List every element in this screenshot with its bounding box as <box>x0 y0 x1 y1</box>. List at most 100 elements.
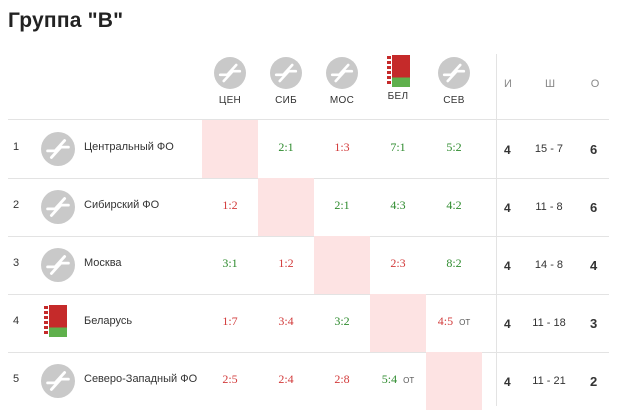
table-row[interactable]: 1:2 2:1 4:3 4:2 2 Сибирский ФО 4 11 - 8 6 <box>8 178 609 236</box>
column-header-4: БЕЛ <box>370 55 426 102</box>
match-result-cell[interactable]: 5:2 <box>426 120 482 178</box>
row-divider <box>8 236 609 237</box>
team-name[interactable]: Беларусь <box>84 315 133 327</box>
column-abbr: СЕВ <box>443 95 465 106</box>
standings-table: И Ш О ЦЕН СИБ МОС БЕЛ СЕВ 2:1 1:3 7:1 5:2 1 Центра… <box>8 46 609 410</box>
match-result-cell[interactable]: 5:4 ОТ <box>370 352 426 410</box>
games-played: 4 <box>504 317 511 331</box>
match-score: 4:2 <box>446 198 462 212</box>
team-rank: 1 <box>13 141 20 153</box>
match-result-cell[interactable]: 2:8 <box>314 352 370 410</box>
games-header: И <box>504 78 512 90</box>
team-logo <box>43 305 67 337</box>
column-abbr: СИБ <box>275 95 297 106</box>
table-row[interactable]: 2:5 2:4 2:8 5:4 ОТ 5 Северо-Западный ФО 4 11 - 2… <box>8 352 609 410</box>
match-result-cell[interactable]: 2:1 <box>258 120 314 178</box>
column-abbr: ЦЕН <box>218 95 242 106</box>
team-name[interactable]: Центральный ФО <box>84 141 174 153</box>
match-score: 4:5 <box>437 314 454 328</box>
self-match-cell <box>258 178 314 236</box>
hockey-sticks-icon <box>41 132 75 166</box>
match-score: 5:2 <box>446 140 462 154</box>
match-result-cell[interactable]: 3:4 <box>258 294 314 352</box>
team-points: 6 <box>590 200 598 215</box>
match-result-cell[interactable]: 3:2 <box>314 294 370 352</box>
match-result-cell[interactable]: 1:3 <box>314 120 370 178</box>
match-score: 2:8 <box>334 372 350 386</box>
match-score: 8:2 <box>446 256 462 270</box>
hockey-sticks-icon <box>41 248 75 282</box>
table-row[interactable]: 1:7 3:4 3:2 4:5 ОТ 4 Беларусь 4 11 - 18 3 <box>8 294 609 352</box>
match-result-cell[interactable]: 1:2 <box>258 236 314 294</box>
goals-for-against: 11 - 8 <box>535 201 563 213</box>
match-result-cell[interactable]: 1:7 <box>202 294 258 352</box>
games-played: 4 <box>504 143 511 157</box>
match-score: 1:2 <box>222 198 238 212</box>
overtime-label: ОТ <box>459 318 471 327</box>
team-logo <box>41 132 75 171</box>
self-match-cell <box>370 294 426 352</box>
column-abbr: БЕЛ <box>387 91 409 102</box>
match-score: 3:4 <box>278 314 294 328</box>
match-score: 2:1 <box>278 140 294 154</box>
goals-for-against: 11 - 18 <box>532 317 566 329</box>
match-result-cell[interactable]: 2:5 <box>202 352 258 410</box>
column-header-1: ЦЕН <box>202 57 258 106</box>
match-result-cell[interactable]: 2:3 <box>370 236 426 294</box>
team-name[interactable]: Северо-Западный ФО <box>84 373 198 385</box>
team-points: 4 <box>590 258 598 273</box>
points-header: О <box>590 78 600 90</box>
goals-for-against: 11 - 21 <box>532 375 566 387</box>
row-divider <box>8 294 609 295</box>
match-score: 2:3 <box>390 256 406 270</box>
self-match-cell <box>314 236 370 294</box>
match-score: 1:7 <box>222 314 238 328</box>
table-row[interactable]: 2:1 1:3 7:1 5:2 1 Центральный ФО 4 15 - 7 6 <box>8 120 609 178</box>
table-row[interactable]: 3:1 1:2 2:3 8:2 3 Москва 4 14 - 8 4 <box>8 236 609 294</box>
team-logo <box>41 364 75 403</box>
team-logo <box>41 248 75 287</box>
match-score: 2:4 <box>278 372 294 386</box>
match-result-cell[interactable]: 4:3 <box>370 178 426 236</box>
match-result-cell[interactable]: 3:1 <box>202 236 258 294</box>
match-result-cell[interactable]: 4:5 ОТ <box>426 294 482 352</box>
self-match-cell <box>426 352 482 410</box>
match-result-cell[interactable]: 2:1 <box>314 178 370 236</box>
match-result-cell[interactable]: 1:2 <box>202 178 258 236</box>
team-name[interactable]: Москва <box>84 257 122 269</box>
match-score: 4:3 <box>390 198 406 212</box>
goals-header: Ш <box>544 78 556 90</box>
team-points: 6 <box>590 142 598 157</box>
match-score: 2:5 <box>222 372 238 386</box>
match-score: 2:1 <box>334 198 350 212</box>
overtime-label: ОТ <box>403 376 415 385</box>
belarus-flag-icon <box>43 305 67 337</box>
column-header-5: СЕВ <box>426 57 482 106</box>
team-points: 3 <box>590 316 598 331</box>
self-match-cell <box>202 120 258 178</box>
games-played: 4 <box>504 259 511 273</box>
match-result-cell[interactable]: 2:4 <box>258 352 314 410</box>
match-score: 1:3 <box>334 140 350 154</box>
team-points: 2 <box>590 374 598 389</box>
match-result-cell[interactable]: 4:2 <box>426 178 482 236</box>
team-rank: 2 <box>13 199 20 211</box>
column-header-3: МОС <box>314 57 370 106</box>
hockey-sticks-icon <box>438 57 470 89</box>
match-result-cell[interactable]: 8:2 <box>426 236 482 294</box>
hockey-sticks-icon <box>326 57 358 89</box>
match-result-cell[interactable]: 7:1 <box>370 120 426 178</box>
group-title: Группа "B" <box>8 9 124 32</box>
games-played: 4 <box>504 375 511 389</box>
column-header-2: СИБ <box>258 57 314 106</box>
stats-divider <box>496 54 497 406</box>
column-abbr: МОС <box>329 95 355 106</box>
team-rank: 3 <box>13 257 20 269</box>
hockey-sticks-icon <box>270 57 302 89</box>
hockey-sticks-icon <box>214 57 246 89</box>
match-score: 3:1 <box>222 256 238 270</box>
team-name[interactable]: Сибирский ФО <box>84 199 160 211</box>
match-score: 1:2 <box>278 256 294 270</box>
row-divider <box>8 352 609 353</box>
goals-for-against: 14 - 8 <box>534 259 564 271</box>
